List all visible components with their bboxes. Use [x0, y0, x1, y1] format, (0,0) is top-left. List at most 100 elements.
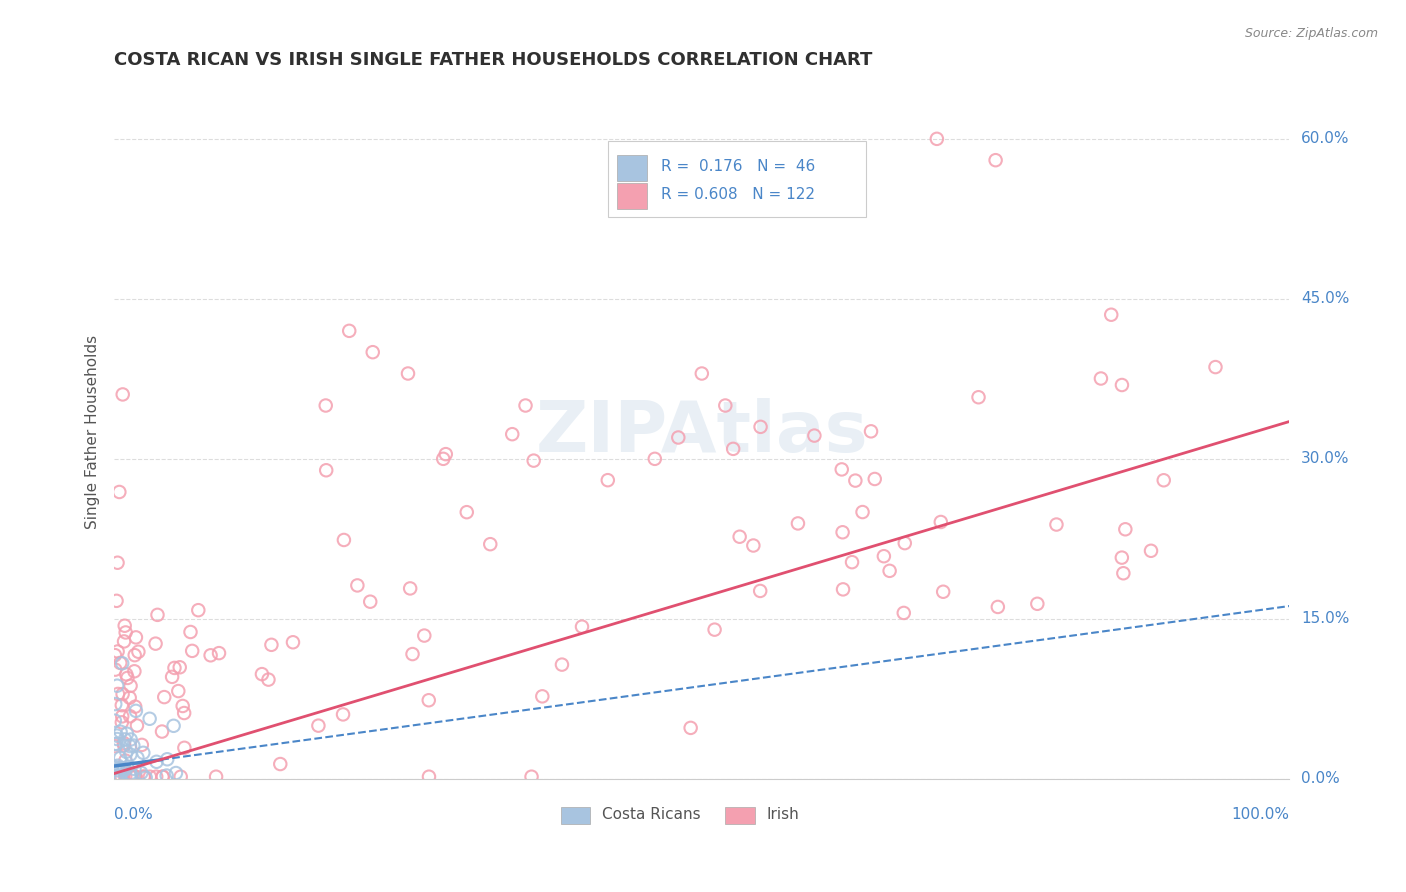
Point: [105, 770, 128, 784]
Point: [112, 634, 135, 648]
Point: [108, 768, 131, 782]
Point: [110, 761, 132, 775]
Point: [107, 770, 129, 784]
Point: [117, 671, 139, 685]
Point: [104, 770, 127, 784]
Point: [749, 420, 772, 434]
Point: [714, 399, 737, 413]
Point: [120, 768, 142, 782]
Point: [110, 656, 132, 670]
Point: [115, 667, 138, 681]
Point: [260, 638, 283, 652]
Point: [501, 427, 523, 442]
Point: [1111, 550, 1133, 565]
Point: [523, 453, 546, 467]
Point: [551, 657, 574, 672]
Point: [1153, 473, 1175, 487]
Point: [105, 594, 128, 608]
Point: [122, 739, 145, 753]
Point: [179, 625, 201, 640]
Point: [118, 739, 141, 753]
Point: [120, 747, 142, 762]
Point: [125, 770, 148, 784]
Bar: [607, 141, 866, 218]
Point: [1099, 308, 1122, 322]
Point: [163, 661, 186, 675]
Point: [120, 679, 142, 693]
Point: [111, 387, 134, 401]
Point: [1045, 517, 1067, 532]
Point: [104, 714, 127, 728]
Point: [114, 732, 136, 747]
Point: [1090, 371, 1112, 385]
Point: [803, 428, 825, 442]
Text: 15.0%: 15.0%: [1301, 611, 1350, 626]
Text: COSTA RICAN VS IRISH SINGLE FATHER HOUSEHOLDS CORRELATION CHART: COSTA RICAN VS IRISH SINGLE FATHER HOUSE…: [114, 51, 873, 69]
Point: [932, 584, 955, 599]
Point: [361, 345, 384, 359]
Text: ZIPAtlas: ZIPAtlas: [536, 398, 868, 467]
Point: [456, 505, 478, 519]
Point: [107, 764, 129, 778]
Text: 0.0%: 0.0%: [114, 806, 153, 822]
Point: [104, 648, 127, 662]
Point: [181, 644, 204, 658]
Point: [315, 399, 337, 413]
Text: 100.0%: 100.0%: [1232, 806, 1289, 822]
Point: [105, 679, 128, 693]
Text: Irish: Irish: [766, 807, 799, 822]
Point: [107, 758, 129, 772]
Bar: [725, 806, 755, 824]
Point: [110, 770, 132, 784]
Point: [105, 737, 128, 751]
Text: R =  0.176   N =  46: R = 0.176 N = 46: [661, 159, 815, 174]
Point: [987, 599, 1010, 614]
Point: [894, 536, 917, 550]
Text: 0.0%: 0.0%: [1301, 772, 1340, 787]
Point: [832, 582, 855, 597]
Point: [131, 738, 153, 752]
Point: [145, 770, 167, 784]
Point: [146, 607, 169, 622]
Point: [107, 644, 129, 658]
Point: [844, 474, 866, 488]
Point: [111, 715, 134, 730]
Point: [863, 472, 886, 486]
Point: [120, 770, 142, 784]
Point: [114, 625, 136, 640]
Point: [332, 707, 354, 722]
Point: [108, 485, 131, 500]
Point: [152, 770, 174, 784]
Point: [742, 539, 765, 553]
Point: [162, 719, 184, 733]
Point: [105, 729, 128, 743]
Point: [831, 462, 853, 476]
Point: [105, 732, 128, 747]
Point: [721, 442, 744, 456]
Point: [571, 620, 593, 634]
Point: [200, 648, 222, 663]
Text: Source: ZipAtlas.com: Source: ZipAtlas.com: [1244, 27, 1378, 40]
Point: [728, 530, 751, 544]
Point: [187, 603, 209, 617]
Point: [531, 690, 554, 704]
Point: [138, 712, 160, 726]
Point: [127, 645, 149, 659]
Point: [114, 754, 136, 768]
Point: [1111, 378, 1133, 392]
Point: [112, 761, 135, 775]
Point: [150, 724, 173, 739]
Point: [155, 768, 177, 782]
Y-axis label: Single Father Households: Single Father Households: [86, 335, 100, 529]
Point: [124, 665, 146, 679]
Point: [110, 724, 132, 739]
Point: [644, 451, 666, 466]
Point: [418, 770, 440, 784]
Point: [124, 762, 146, 776]
Point: [172, 698, 194, 713]
Point: [679, 721, 702, 735]
Bar: [561, 806, 591, 824]
Point: [104, 760, 127, 774]
Point: [315, 463, 337, 477]
Text: R = 0.608   N = 122: R = 0.608 N = 122: [661, 186, 814, 202]
